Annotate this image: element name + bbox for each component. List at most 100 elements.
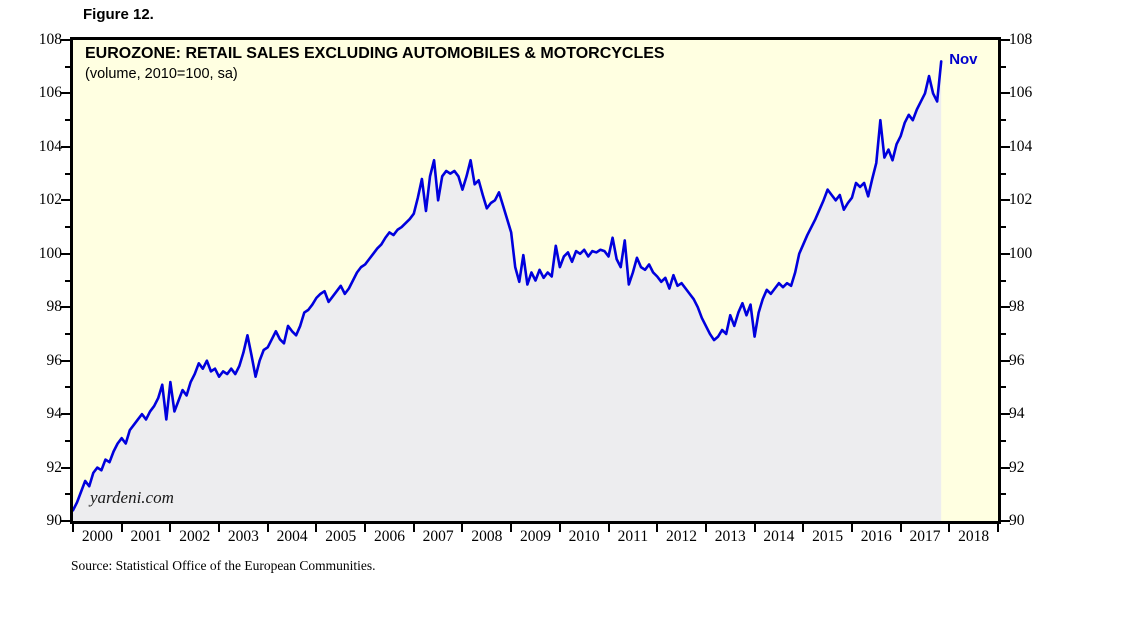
x-axis-tick [461, 524, 464, 532]
y-axis-tick-right [1001, 65, 1006, 68]
y-axis-tick-right [1001, 92, 1010, 95]
y-axis-label-right: 104 [1009, 137, 1033, 155]
last-point-annotation: Nov [949, 51, 978, 69]
y-axis-tick-left [65, 332, 70, 335]
y-axis-tick-left [61, 413, 70, 416]
x-axis-tick [899, 524, 902, 532]
y-axis-tick-left [61, 252, 70, 255]
y-axis-tick-left [65, 172, 70, 175]
x-axis-tick [315, 524, 318, 532]
y-axis-tick-right [1001, 493, 1006, 496]
x-axis-year-label: 2011 [617, 528, 649, 545]
y-axis-tick-left [65, 119, 70, 122]
figure-label: Figure 12. [83, 6, 154, 23]
y-axis-tick-left [61, 199, 70, 202]
chart-plot-area: EUROZONE: RETAIL SALES EXCLUDING AUTOMOB… [70, 37, 1001, 524]
y-axis-tick-right [1001, 306, 1010, 309]
x-axis-tick [704, 524, 707, 532]
chart-title: EUROZONE: RETAIL SALES EXCLUDING AUTOMOB… [85, 45, 665, 62]
y-axis-tick-left [65, 493, 70, 496]
source-note: Source: Statistical Office of the Europe… [71, 558, 376, 573]
y-axis-tick-right [1001, 413, 1010, 416]
y-axis-tick-right [1001, 145, 1010, 148]
y-axis-label-left: 108 [38, 31, 62, 48]
watermark-yardeni: yardeni.com [90, 488, 174, 507]
y-axis-label-right: 90 [1009, 512, 1025, 529]
x-axis-tick [850, 524, 853, 532]
x-axis-year-label: 2014 [763, 528, 795, 545]
chart-subtitle: (volume, 2010=100, sa) [85, 66, 238, 82]
x-axis-year-label: 2002 [179, 528, 211, 545]
y-axis-tick-right [1001, 172, 1006, 175]
x-axis-year-label: 2012 [666, 528, 698, 545]
x-axis-year-label: 2004 [276, 528, 308, 545]
y-axis-label-left: 96 [46, 351, 63, 369]
x-axis-year-label: 2009 [520, 528, 551, 545]
x-axis-year-label: 2015 [812, 528, 844, 545]
y-axis-tick-left [65, 279, 70, 282]
x-axis-tick [169, 524, 172, 532]
x-axis-tick [72, 524, 74, 532]
y-axis-label-right: 102 [1009, 191, 1033, 209]
y-axis-tick-right [1001, 466, 1010, 469]
y-axis-tick-right [1001, 332, 1006, 335]
x-axis-tick [558, 524, 561, 532]
x-axis-tick [120, 524, 123, 532]
y-axis-label-right: 94 [1009, 405, 1025, 423]
y-axis-tick-right [1001, 199, 1010, 202]
x-axis-tick [412, 524, 415, 532]
x-axis-tick [948, 524, 951, 532]
y-axis-label-left: 104 [38, 137, 62, 155]
x-axis-tick [802, 524, 805, 532]
y-axis-label-left: 92 [46, 458, 63, 476]
y-axis-tick-right [1001, 252, 1010, 255]
y-axis-tick-right [1001, 39, 1010, 41]
y-axis-tick-left [61, 306, 70, 309]
y-axis-label-right: 92 [1009, 458, 1025, 476]
y-axis-label-left: 102 [38, 191, 62, 209]
x-axis-year-label: 2017 [909, 528, 941, 545]
y-axis-tick-right [1001, 520, 1010, 522]
x-axis-tick [753, 524, 756, 532]
x-axis-year-label: 2005 [325, 528, 357, 545]
y-axis-tick-left [61, 92, 70, 95]
y-axis-tick-left [61, 520, 70, 522]
x-axis-tick [607, 524, 610, 532]
x-axis-year-label: 2000 [81, 528, 113, 545]
x-axis-tick [218, 524, 221, 532]
y-axis-tick-left [65, 226, 70, 229]
y-axis-label-right: 100 [1009, 244, 1033, 262]
y-axis-label-right: 98 [1009, 298, 1025, 316]
y-axis-label-left: 100 [38, 244, 62, 262]
y-axis-tick-left [61, 39, 70, 41]
y-axis-label-right: 96 [1009, 351, 1025, 369]
x-axis-tick [656, 524, 659, 532]
y-axis-tick-left [65, 439, 70, 442]
y-axis-label-left: 94 [46, 405, 63, 423]
y-axis-tick-left [65, 386, 70, 389]
y-axis-tick-right [1001, 226, 1006, 229]
series-line [73, 60, 943, 512]
x-axis-year-label: 2016 [860, 528, 892, 545]
x-axis-tick [997, 524, 999, 532]
series-area-fill [73, 61, 942, 521]
y-axis-label-left: 106 [38, 84, 62, 102]
x-axis-year-label: 2013 [714, 528, 746, 545]
x-axis-year-label: 2001 [130, 528, 162, 545]
y-axis-tick-left [61, 145, 70, 148]
y-axis-tick-left [65, 65, 70, 68]
x-axis-tick [510, 524, 513, 532]
y-axis-tick-left [61, 359, 70, 362]
y-axis-label-right: 108 [1009, 31, 1033, 48]
x-axis-year-label: 2006 [373, 528, 405, 545]
x-axis-year-label: 2007 [422, 528, 454, 545]
x-axis-tick [266, 524, 269, 532]
x-axis-tick [364, 524, 367, 532]
chart-canvas [73, 40, 998, 521]
y-axis-tick-right [1001, 439, 1006, 442]
x-axis-year-label: 2003 [227, 528, 259, 545]
y-axis-label-left: 90 [46, 512, 63, 529]
x-axis-year-label: 2008 [471, 528, 503, 545]
y-axis-label-left: 98 [46, 298, 63, 316]
